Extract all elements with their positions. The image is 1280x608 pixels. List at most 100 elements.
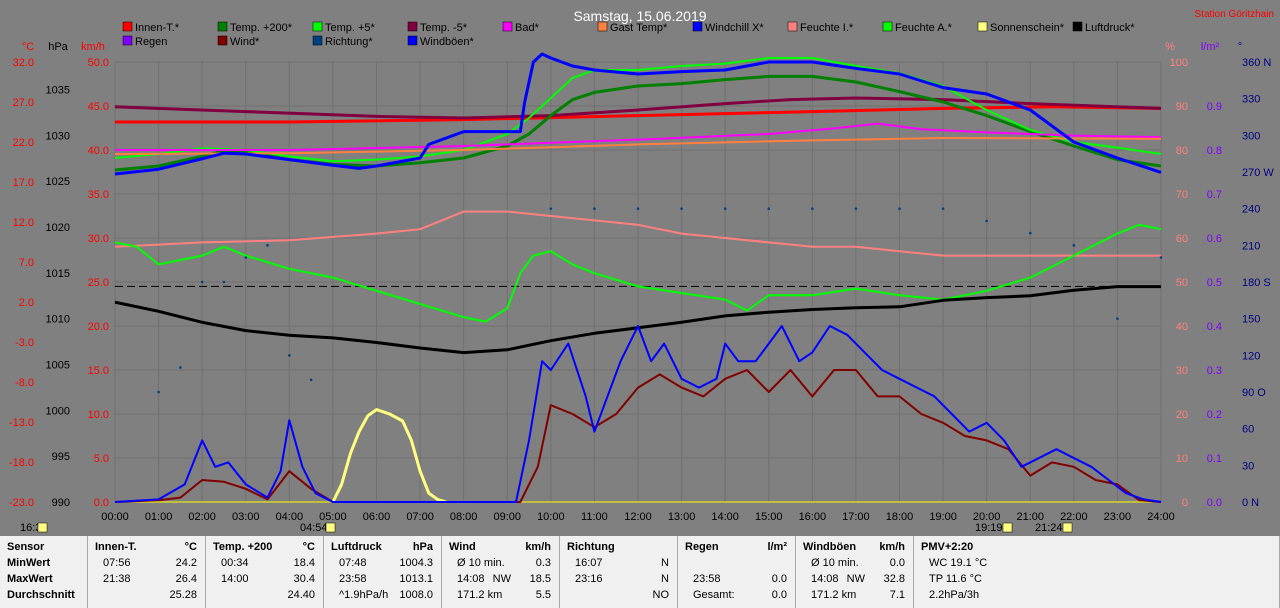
hpa-tick-label: 1030 — [46, 130, 70, 142]
row-label: Durchschnitt — [7, 589, 75, 601]
percent-tick-label: 90 — [1176, 101, 1188, 113]
table-column: Innen-T. °C 07:56 24.2 21:38 26.4 25.28 — [88, 536, 206, 608]
table-row: Ø 10 min. 0.0 — [796, 557, 913, 573]
legend-label: Windböen* — [420, 36, 475, 48]
lm2-tick-label: 0.8 — [1207, 145, 1222, 157]
x-tick-label: 06:00 — [363, 511, 391, 523]
legend-label: Temp. +200* — [230, 22, 293, 34]
x-tick-label: 07:00 — [406, 511, 434, 523]
legend-label: Regen — [135, 36, 167, 48]
table-row: 24.40 — [206, 589, 323, 605]
row-label: 23:58 — [693, 573, 721, 585]
event-sun-icon — [1062, 522, 1073, 533]
x-tick-label: 22:00 — [1060, 511, 1088, 523]
richtung-point — [767, 207, 771, 210]
richtung-point — [1072, 244, 1076, 247]
table-column: Temp. +200 °C 00:34 18.4 14:00 30.4 24.40 — [206, 536, 324, 608]
x-tick-label: 00:00 — [101, 511, 129, 523]
richtung-point — [723, 207, 727, 210]
table-row: ^1.9hPa/h 1008.0 — [324, 589, 441, 605]
lm2-tick-label: 0.1 — [1207, 453, 1222, 465]
richtung-point — [898, 207, 901, 210]
row-label: MinWert — [7, 557, 51, 569]
table-row: 171.2 km 7.1 — [796, 589, 913, 605]
lm2-tick-label: 0.6 — [1207, 233, 1222, 245]
richtung-point — [854, 207, 858, 210]
x-tick-label: 12:00 — [624, 511, 652, 523]
richtung-point — [1159, 256, 1163, 259]
table-row: 21:38 26.4 — [88, 573, 205, 589]
richtung-point — [941, 207, 945, 210]
column-unit: °C — [184, 541, 197, 553]
row-label: 14:00 — [221, 573, 249, 585]
legend-swatch — [977, 21, 988, 32]
lm2-tick-label: 0.4 — [1207, 321, 1222, 333]
column-title: Regen — [685, 541, 719, 553]
richtung-point — [200, 280, 204, 284]
chart-title: Samstag, 15.06.2019 — [573, 8, 706, 24]
legend-swatch — [312, 21, 323, 32]
percent-tick-label: 20 — [1176, 409, 1188, 421]
richtung-point — [157, 390, 160, 394]
event-time-label: 04:54 — [300, 522, 328, 534]
row-dir: NW — [492, 573, 511, 585]
lm2-tick-label: 0.7 — [1207, 189, 1222, 201]
celsius-tick-label: 7.0 — [19, 257, 34, 269]
hpa-tick-label: 1020 — [46, 222, 70, 234]
celsius-tick-label: -3.0 — [15, 337, 34, 349]
legend-label: Windchill X* — [705, 22, 764, 34]
event-time-label: 19:19 — [975, 522, 1003, 534]
legend-label: Temp. -5* — [420, 22, 468, 34]
table-column: Sensor MinWert MaxWert Durchschnitt — [0, 536, 88, 608]
percent-tick-label: 0 — [1182, 497, 1188, 509]
x-tick-label: 03:00 — [232, 511, 260, 523]
series-sonne — [331, 408, 447, 504]
row-label: 2.2hPa/3h — [929, 589, 980, 601]
row-value: N — [661, 573, 669, 585]
celsius-tick-label: 2.0 — [19, 297, 34, 309]
row-label: 07:56 — [103, 557, 131, 569]
series-gast — [114, 137, 1162, 155]
row-value: 1004.3 — [399, 557, 433, 569]
legend-swatch — [312, 35, 323, 46]
celsius-tick-label: -18.0 — [9, 457, 34, 469]
x-tick-label: 14:00 — [711, 511, 739, 523]
row-value: 1013.1 — [399, 573, 433, 585]
table-column: Windböen km/h Ø 10 min. 0.0 14:08 NW 32.8 171.2… — [796, 536, 914, 608]
column-title: Sensor — [7, 541, 45, 553]
lm2-tick-label: 0.9 — [1207, 101, 1222, 113]
legend-label: Sonnenschein* — [990, 22, 1065, 34]
station-name: Station Göritzhain — [1195, 9, 1275, 20]
legend-label: Temp. +5* — [325, 22, 376, 34]
direction-tick-label: 150 — [1242, 314, 1260, 326]
kmh-tick-label: 25.0 — [88, 277, 109, 289]
row-dir: NW — [846, 573, 865, 585]
hpa-tick-label: 1015 — [46, 268, 70, 280]
hpa-tick-label: 990 — [52, 497, 70, 509]
celsius-tick-label: -8.0 — [15, 377, 34, 389]
row-label: 23:16 — [575, 573, 603, 585]
column-unit: °C — [302, 541, 315, 553]
row-value: 0.0 — [771, 573, 787, 585]
column-title: Innen-T. — [95, 541, 137, 553]
event-sun-icon — [37, 522, 48, 533]
column-title: Temp. +200 — [213, 541, 273, 553]
legend-swatch — [882, 21, 893, 32]
legend-swatch — [787, 21, 798, 32]
series-feuchteA — [114, 223, 1162, 323]
table-column: Regen l/m² 23:58 0.0 Gesamt: 0.0 — [678, 536, 796, 608]
kmh-tick-label: 40.0 — [88, 145, 109, 157]
table-column: Wind km/h Ø 10 min. 0.3 14:08 NW 18.5 171.2 km 5… — [442, 536, 560, 608]
event-time-label: 21:24 — [1035, 522, 1063, 534]
series-tempm5 — [114, 96, 1162, 120]
richtung-point — [222, 280, 226, 284]
column-unit: km/h — [525, 541, 551, 553]
hpa-tick-label: 1035 — [46, 85, 70, 97]
x-tick-label: 24:00 — [1147, 511, 1175, 523]
percent-tick-label: 50 — [1176, 277, 1188, 289]
richtung-point — [309, 378, 313, 382]
table-row: 2.2hPa/3h — [914, 589, 1279, 605]
table-row: 23:58 0.0 — [678, 573, 795, 589]
legend-swatch — [597, 21, 608, 32]
row-value: 1008.0 — [399, 589, 433, 601]
